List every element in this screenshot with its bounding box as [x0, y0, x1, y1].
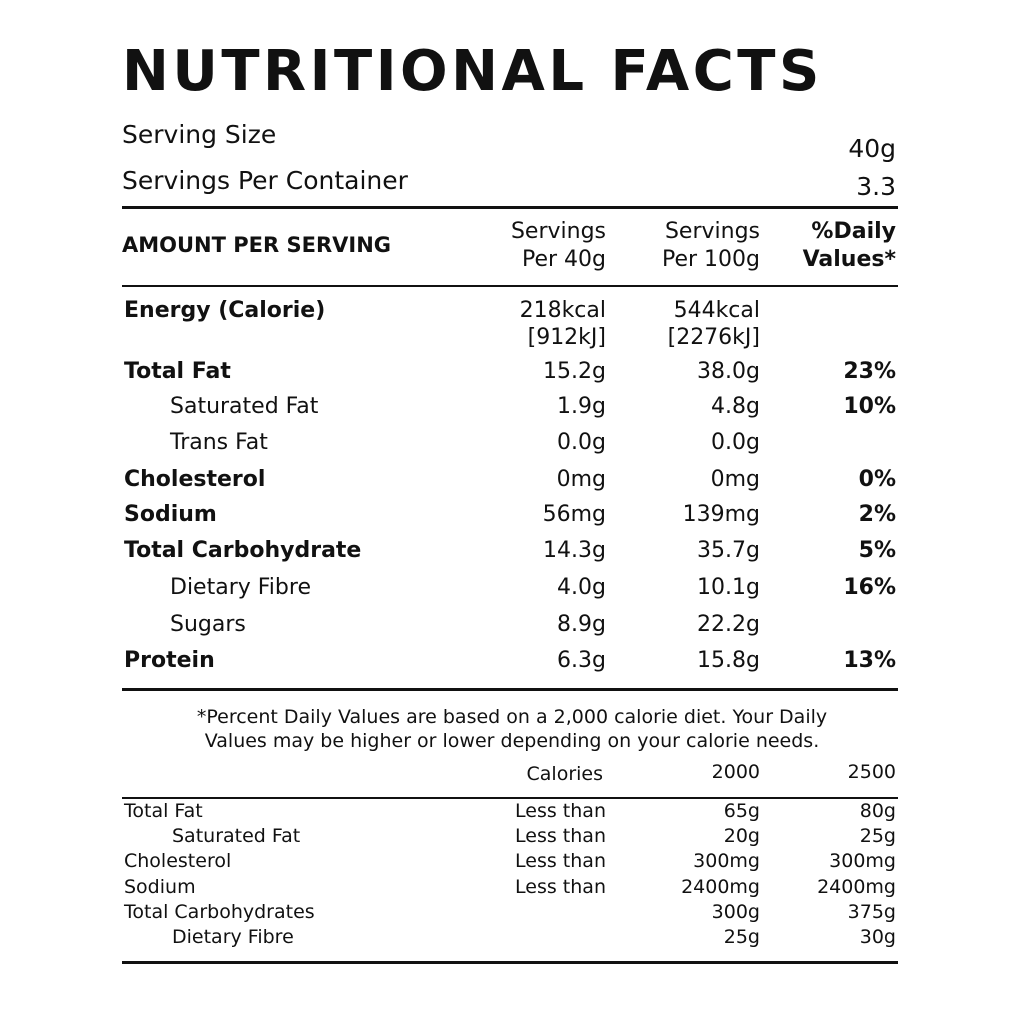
reference-nutrient: Sodium	[124, 875, 196, 898]
reference-value: 30g	[859, 926, 896, 948]
serving-value: 3.3	[856, 172, 896, 201]
sub-nutrient: Sugars	[170, 612, 246, 637]
nutrient: Sodium	[124, 502, 217, 527]
sub-nutrient: Trans Fat	[170, 430, 268, 455]
nutrient: Total Fat	[124, 359, 231, 384]
reference-value: 300mg	[693, 850, 760, 873]
rule	[122, 285, 898, 287]
nutrient: Protein	[124, 648, 215, 673]
reference-header: 2500	[847, 761, 896, 783]
column-header: Servings	[664, 219, 760, 244]
column-header: Per 40g	[521, 247, 606, 272]
reference-value: 25g	[859, 825, 896, 848]
reference-header: 2000	[711, 761, 760, 783]
reference-value: 2400mg	[817, 875, 896, 898]
column-header: %Daily	[811, 219, 896, 244]
reference-value: 375g	[847, 900, 896, 923]
reference-nutrient: Total Fat	[124, 800, 203, 822]
sub-nutrient: Dietary Fibre	[170, 575, 311, 600]
reference-limit: Less than	[515, 875, 606, 898]
column-header: Per 100g	[661, 247, 760, 272]
nutrient-value: 0mg	[710, 467, 760, 492]
nutrient-value: 4.0g	[557, 575, 606, 600]
daily-value: 0%	[858, 467, 896, 492]
nutrient-value: 56mg	[542, 502, 606, 527]
nutrient: Cholesterol	[124, 467, 266, 492]
reference-nutrient: Dietary Fibre	[172, 926, 294, 948]
nutrient-value: 6.3g	[557, 648, 606, 673]
reference-limit: Less than	[515, 800, 606, 822]
daily-value: 23%	[843, 359, 896, 384]
rule	[122, 797, 898, 799]
reference-value: 300mg	[829, 850, 896, 873]
nutrient-value: 35.7g	[697, 538, 760, 563]
reference-header: Calories	[526, 763, 604, 785]
daily-value: 2%	[858, 502, 896, 527]
nutrient-value: 0mg	[556, 467, 606, 492]
nutrient-value: 544kcal	[673, 298, 760, 323]
reference-nutrient: Saturated Fat	[172, 825, 301, 848]
nutrient-value: 139mg	[682, 502, 760, 527]
nutrient-value: 0.0g	[711, 430, 760, 455]
nutrient-value: 10.1g	[697, 575, 760, 600]
title: NUTRITIONAL FACTS	[122, 39, 823, 104]
daily-value: 10%	[843, 394, 896, 419]
reference-value: 25g	[723, 926, 760, 948]
daily-value: 13%	[843, 648, 896, 673]
serving-value: 40g	[848, 134, 896, 163]
serving-label: Servings Per Container	[122, 166, 408, 195]
serving-label: Serving Size	[122, 120, 277, 149]
reference-limit: Less than	[515, 850, 606, 873]
nutrient-value: 1.9g	[557, 394, 606, 419]
reference-value: 80g	[859, 800, 896, 822]
reference-nutrient: Total Carbohydrates	[124, 900, 315, 923]
column-header: Values*	[802, 247, 896, 272]
rule	[122, 206, 898, 209]
rule	[122, 688, 898, 691]
reference-value: 20g	[723, 825, 760, 848]
sub-nutrient: Saturated Fat	[170, 394, 319, 419]
nutrient-value: 0.0g	[557, 430, 606, 455]
nutrient-value: 15.8g	[697, 648, 760, 673]
nutrient-value: 38.0g	[697, 359, 760, 384]
daily-value: 5%	[858, 538, 896, 563]
column-header: Servings	[510, 219, 606, 244]
nutrient-value: 22.2g	[697, 612, 760, 637]
nutrient: Energy (Calorie)	[124, 298, 326, 323]
nutrient-value: 15.2g	[543, 359, 606, 384]
daily-value: 16%	[843, 575, 896, 600]
reference-nutrient: Cholesterol	[124, 850, 232, 873]
reference-value: 65g	[723, 800, 760, 822]
reference-value: 2400mg	[681, 875, 760, 898]
footnote: *Percent Daily Values are based on a 2,0…	[196, 706, 828, 728]
rule	[122, 961, 898, 964]
nutrient: Total Carbohydrate	[124, 538, 362, 563]
footnote: Values may be higher or lower depending …	[204, 730, 820, 752]
reference-limit: Less than	[515, 825, 606, 848]
nutrient-value: [912kJ]	[527, 325, 606, 350]
nutrient-value: 218kcal	[519, 298, 606, 323]
nutrient-value: 14.3g	[543, 538, 606, 563]
column-header: AMOUNT PER SERVING	[122, 233, 392, 257]
nutrient-value: [2276kJ]	[667, 325, 760, 350]
nutrient-value: 8.9g	[557, 612, 606, 637]
reference-value: 300g	[711, 900, 760, 923]
nutrient-value: 4.8g	[711, 394, 760, 419]
